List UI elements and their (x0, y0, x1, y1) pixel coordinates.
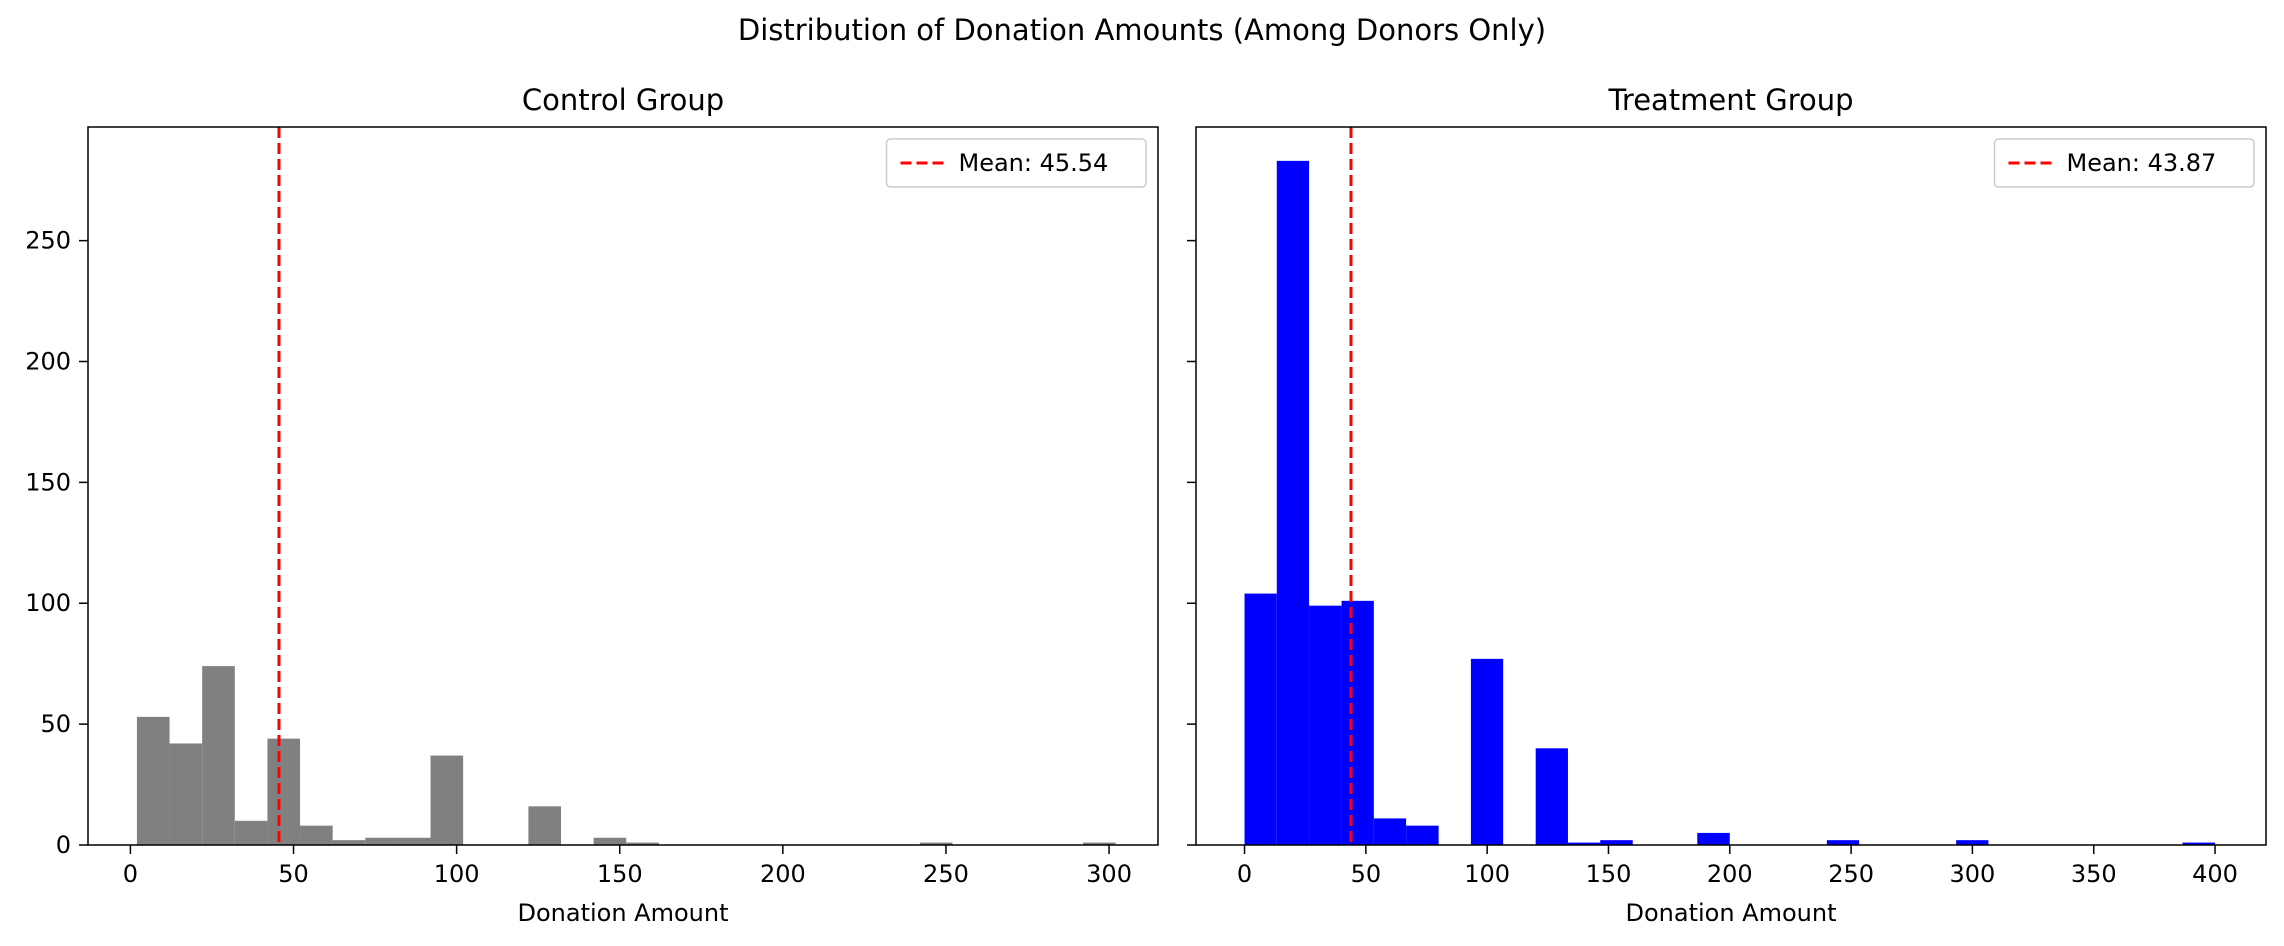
treatment-group-bar (1373, 818, 1407, 845)
treatment-group-bar (2182, 842, 2216, 845)
treatment-group-x-tick-label: 50 (1351, 860, 1382, 888)
control-group-bar (365, 837, 398, 845)
treatment-group-bar (1406, 825, 1439, 845)
treatment-group-x-tick-label: 300 (1950, 860, 1996, 888)
treatment-group-x-ticks: 0 50 100 150 200 250 300 350 400 (1237, 845, 2238, 888)
treatment-group-x-tick-label: 150 (1586, 860, 1632, 888)
control-group-axes-frame (87, 126, 1159, 846)
control-group-y-tick-label: 250 (25, 227, 71, 255)
treatment-group-bar (1600, 840, 1633, 845)
control-group-bar (919, 842, 953, 845)
control-group-bars (136, 666, 1116, 845)
control-group-bar (332, 840, 366, 845)
treatment-group-x-tick-label: 0 (1237, 860, 1252, 888)
treatment-group-y-ticks (1187, 239, 1196, 846)
control-group-x-tick-label: 150 (597, 860, 643, 888)
control-group-bar (430, 755, 464, 845)
control-group-y-tick-label: 200 (25, 347, 71, 375)
control-group-y-tick-label: 100 (25, 589, 71, 617)
control-group-y-tick-label: 150 (25, 468, 71, 496)
treatment-group-bar (1470, 658, 1504, 845)
control-group-bar (267, 738, 301, 845)
control-group-bar (593, 837, 627, 845)
control-group-x-tick-label: 100 (434, 860, 480, 888)
treatment-group-bar (1567, 842, 1601, 845)
control-group-bar (626, 842, 659, 845)
treatment-group-bar (1341, 600, 1374, 845)
control-group-legend: Mean: 45.54 (885, 138, 1147, 188)
control-group-bar (202, 666, 235, 845)
control-group-bar (234, 820, 268, 845)
control-group-x-axis-label: Donation Amount (518, 899, 729, 927)
control-group-bar (397, 837, 431, 845)
treatment-group-axes-frame (1195, 126, 2267, 846)
treatment-group-bar (1309, 605, 1342, 845)
control-group-panel: Control Group 0 50 100 150 200 250 300 0 50 100 1… (25, 83, 1159, 927)
treatment-group-bar (1244, 593, 1277, 845)
treatment-group-x-tick-label: 100 (1464, 860, 1510, 888)
control-group-x-tick-label: 50 (278, 860, 309, 888)
treatment-group-title: Treatment Group (1607, 83, 1853, 117)
control-group-x-tick-label: 200 (760, 860, 806, 888)
treatment-group-bar (1826, 840, 1860, 845)
control-group-title: Control Group (522, 83, 724, 117)
control-group-bar (528, 806, 562, 845)
control-group-bar (1082, 842, 1116, 845)
control-group-bar (300, 825, 333, 845)
control-group-y-ticks: 0 50 100 150 200 250 (25, 227, 88, 859)
treatment-group-x-tick-label: 400 (2192, 860, 2238, 888)
control-group-x-tick-label: 0 (123, 860, 138, 888)
treatment-group-x-tick-label: 250 (1828, 860, 1874, 888)
treatment-group-legend-box (1993, 138, 2255, 188)
treatment-group-bars (1244, 160, 2216, 846)
treatment-group-x-tick-label: 200 (1707, 860, 1753, 888)
control-group-legend-label: Mean: 45.54 (959, 149, 1109, 177)
control-group-legend-box (885, 138, 1147, 188)
treatment-group-bar (1697, 832, 1730, 845)
control-group-y-tick-label: 50 (40, 710, 71, 738)
control-group-x-ticks: 0 50 100 150 200 250 300 (123, 845, 1132, 888)
control-group-bar (169, 743, 203, 845)
treatment-group-panel: Treatment Group 0 50 100 150 200 250 300 350 400… (1187, 83, 2267, 927)
treatment-group-bar (1276, 160, 1310, 846)
treatment-group-legend-label: Mean: 43.87 (2067, 149, 2217, 177)
figure-suptitle: Distribution of Donation Amounts (Among … (738, 13, 1546, 47)
control-group-x-tick-label: 300 (1086, 860, 1132, 888)
control-group-x-tick-label: 250 (923, 860, 969, 888)
treatment-group-x-axis-label: Donation Amount (1626, 899, 1837, 927)
treatment-group-legend: Mean: 43.87 (1993, 138, 2255, 188)
treatment-group-bar (1956, 840, 1989, 845)
control-group-bar (136, 716, 170, 845)
treatment-group-x-tick-label: 350 (2071, 860, 2117, 888)
control-group-y-tick-label: 0 (56, 831, 71, 859)
treatment-group-bar (1535, 748, 1568, 845)
